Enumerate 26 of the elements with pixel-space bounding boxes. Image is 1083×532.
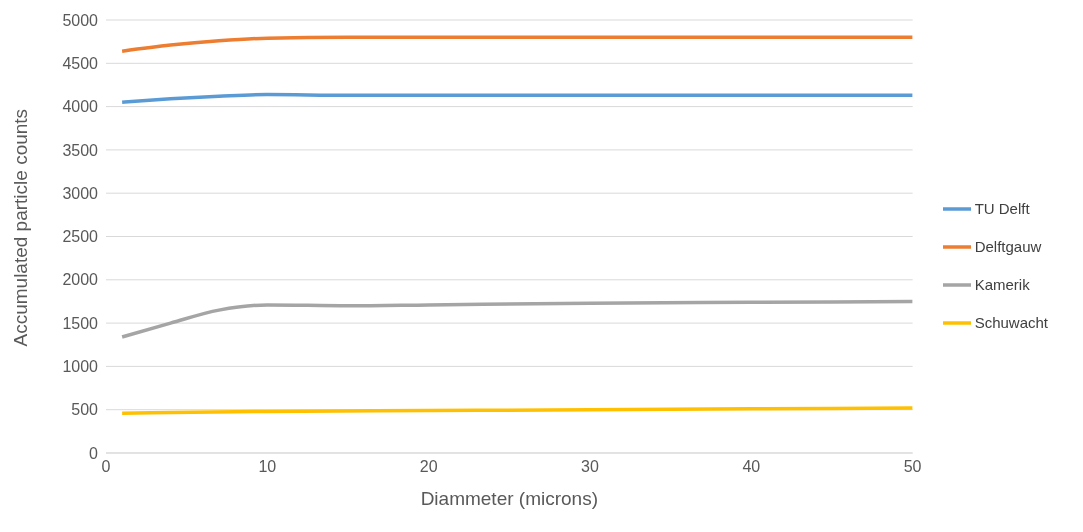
y-tick-label: 4000	[62, 98, 99, 116]
y-tick-label: 1000	[62, 358, 99, 376]
y-tick-label: 2000	[62, 271, 99, 289]
y-tick-label: 1500	[62, 314, 99, 332]
x-tick-label: 40	[742, 458, 761, 476]
y-tick-label: 500	[71, 401, 99, 419]
legend-label: Kamerik	[974, 275, 1030, 293]
line-series	[120, 299, 913, 339]
legend-label: Schuwacht	[974, 313, 1048, 331]
x-tick-label: 0	[101, 458, 111, 476]
y-tick-label: 0	[89, 444, 99, 462]
y-tick-label: 3500	[62, 141, 99, 159]
x-tick-label: 20	[419, 458, 438, 476]
y-tick-label: 4500	[62, 54, 99, 72]
legend-label: Delftgauw	[974, 237, 1042, 255]
y-tick-label: 3000	[62, 184, 99, 202]
legend-label: TU Delft	[974, 199, 1030, 217]
y-axis-title: Accumulated particle counts	[9, 108, 31, 347]
line-series	[120, 35, 913, 53]
x-tick-label: 50	[903, 458, 922, 476]
x-tick-label: 30	[581, 458, 599, 476]
line-series	[120, 92, 913, 105]
x-tick-label: 10	[258, 458, 277, 476]
y-tick-label: 2500	[62, 228, 99, 246]
y-tick-label: 5000	[62, 11, 99, 29]
x-axis-title: Diammeter (microns)	[420, 488, 598, 509]
